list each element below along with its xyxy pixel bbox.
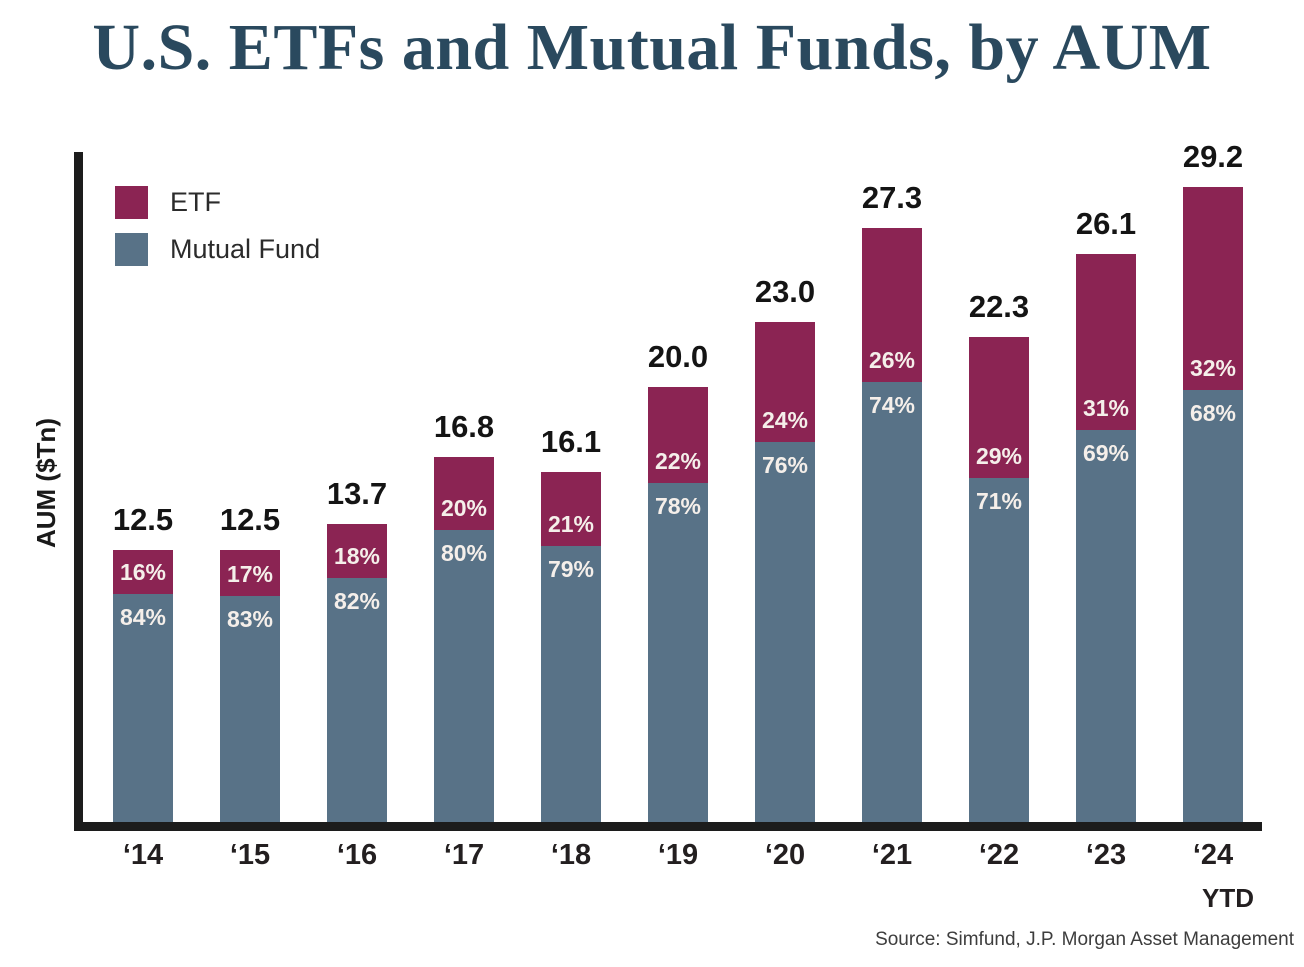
bar-segment-etf — [862, 228, 922, 382]
legend-item-etf: ETF — [115, 186, 320, 219]
ytd-label: YTD — [1202, 883, 1254, 913]
bar-etf-pct-label: 29% — [975, 443, 1023, 469]
bar-mf-pct-label: 78% — [654, 493, 702, 519]
bar-group: 16.1 21% 79% — [541, 424, 601, 822]
bar-segment-mutual-fund — [220, 596, 280, 822]
bar-etf-pct-label: 17% — [226, 561, 274, 587]
bar-mf-pct-label: 83% — [226, 606, 274, 632]
bar-segment-etf — [113, 550, 173, 594]
bar-segment-mutual-fund — [969, 478, 1029, 822]
bar-mf-pct-label: 69% — [1082, 440, 1130, 466]
bar-segment-etf — [541, 472, 601, 546]
bar-group: 22.3 29% 71% — [969, 289, 1029, 822]
bar-segment-mutual-fund — [755, 442, 815, 822]
x-tick-label: ‘19 — [657, 839, 699, 871]
bar-total-label: 27.3 — [861, 180, 923, 215]
bar-segment-etf — [327, 524, 387, 578]
bar-segment-etf — [1076, 254, 1136, 430]
x-tick-label: ‘17 — [443, 839, 485, 871]
bar-total-label: 29.2 — [1182, 139, 1244, 174]
bar-group: 26.1 31% 69% — [1076, 206, 1136, 822]
bar-total-label: 13.7 — [326, 476, 388, 511]
legend-label-etf: ETF — [170, 187, 221, 217]
x-tick-label: ‘23 — [1085, 839, 1127, 871]
x-axis-line — [74, 822, 1262, 831]
bar-segment-mutual-fund — [648, 483, 708, 822]
x-tick-label: ‘15 — [229, 839, 271, 871]
x-tick-label: ‘14 — [122, 839, 164, 871]
bar-mf-pct-label: 76% — [761, 452, 809, 478]
legend-label-mutual-fund: Mutual Fund — [170, 234, 321, 264]
bar-group: 20.0 22% 78% — [648, 339, 708, 822]
x-tick-label: ‘22 — [978, 839, 1020, 871]
bar-segment-mutual-fund — [1183, 390, 1243, 822]
bar-segment-mutual-fund — [862, 382, 922, 822]
bar-group: 27.3 26% 74% — [862, 180, 922, 822]
etf-color-swatch — [115, 186, 148, 219]
bar-group: 13.7 18% 82% — [327, 476, 387, 822]
bar-mf-pct-label: 68% — [1189, 400, 1237, 426]
x-tick-label: ‘16 — [336, 839, 378, 871]
legend-item-mutual-fund: Mutual Fund — [115, 233, 320, 266]
bar-etf-pct-label: 24% — [761, 407, 809, 433]
bar-segment-mutual-fund — [434, 530, 494, 822]
bar-segment-mutual-fund — [327, 578, 387, 822]
x-tick-label: ‘18 — [550, 839, 592, 871]
bar-group: 16.8 20% 80% — [434, 409, 494, 822]
bar-etf-pct-label: 32% — [1189, 355, 1237, 381]
bar-etf-pct-label: 16% — [119, 559, 167, 585]
bar-segment-etf — [755, 322, 815, 442]
bar-total-label: 20.0 — [647, 339, 709, 374]
bar-segment-mutual-fund — [1076, 430, 1136, 822]
bar-mf-pct-label: 80% — [440, 540, 488, 566]
x-tick-label: ‘20 — [764, 839, 806, 871]
bar-mf-pct-label: 84% — [119, 604, 167, 630]
bar-segment-etf — [434, 457, 494, 530]
source-credit: Source: Simfund, J.P. Morgan Asset Manag… — [875, 929, 1294, 950]
bar-mf-pct-label: 82% — [333, 588, 381, 614]
bar-mf-pct-label: 79% — [547, 556, 595, 582]
bar-group: 23.0 24% 76% — [755, 274, 815, 822]
bar-group: 29.2 32% 68% — [1183, 139, 1243, 822]
bar-total-label: 16.8 — [433, 409, 495, 444]
bar-segment-mutual-fund — [113, 594, 173, 822]
mutual-fund-color-swatch — [115, 233, 148, 266]
bar-etf-pct-label: 18% — [333, 543, 381, 569]
bar-group: 12.5 17% 83% — [220, 502, 280, 822]
bar-segment-etf — [220, 550, 280, 596]
bar-segment-mutual-fund — [541, 546, 601, 822]
bar-etf-pct-label: 21% — [547, 511, 595, 537]
bar-total-label: 26.1 — [1075, 206, 1137, 241]
bar-etf-pct-label: 22% — [654, 448, 702, 474]
bar-group: 12.5 16% 84% — [113, 502, 173, 822]
bar-segment-etf — [1183, 187, 1243, 390]
bar-mf-pct-label: 74% — [868, 392, 916, 418]
bar-total-label: 12.5 — [219, 502, 281, 537]
y-axis-line — [74, 152, 83, 830]
bar-etf-pct-label: 20% — [440, 495, 488, 521]
legend: ETF Mutual Fund — [115, 186, 320, 280]
bar-total-label: 12.5 — [112, 502, 174, 537]
bar-segment-etf — [648, 387, 708, 483]
x-tick-label: ‘21 — [871, 839, 913, 871]
chart-title: U.S. ETFs and Mutual Funds, by AUM — [92, 11, 1212, 84]
bar-total-label: 16.1 — [540, 424, 602, 459]
bar-segment-etf — [969, 337, 1029, 478]
bar-etf-pct-label: 31% — [1082, 395, 1130, 421]
bar-total-label: 23.0 — [754, 274, 816, 309]
bar-total-label: 22.3 — [968, 289, 1030, 324]
x-tick-label: ‘24 — [1192, 839, 1234, 871]
bar-etf-pct-label: 26% — [868, 347, 916, 373]
bar-mf-pct-label: 71% — [975, 488, 1023, 514]
